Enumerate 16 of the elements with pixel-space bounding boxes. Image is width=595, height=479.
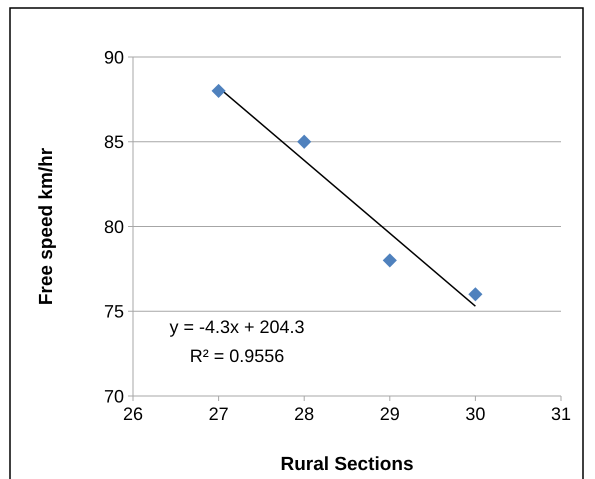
x-tick-label: 26 [122, 404, 144, 424]
x-tick-label: 28 [294, 404, 314, 424]
x-tick-label: 31 [550, 404, 572, 424]
y-tick-label: 90 [104, 47, 124, 68]
y-tick-label: 75 [104, 302, 124, 322]
annotation: y = -4.3x + 204.3 [169, 317, 305, 337]
annotation: R² = 0.9556 [190, 346, 284, 366]
y-axis-title: Free speed km/hr [36, 147, 57, 306]
y-tick-label: 80 [104, 216, 124, 237]
x-tick-label: 29 [380, 404, 400, 424]
point [468, 287, 482, 302]
y-tick-label: 70 [104, 386, 124, 406]
x-axis-title: Rural Sections [280, 454, 414, 475]
x-tick-label: 30 [465, 404, 486, 424]
x-tick-label: 27 [208, 404, 229, 424]
y-tick-label: 85 [104, 132, 124, 152]
